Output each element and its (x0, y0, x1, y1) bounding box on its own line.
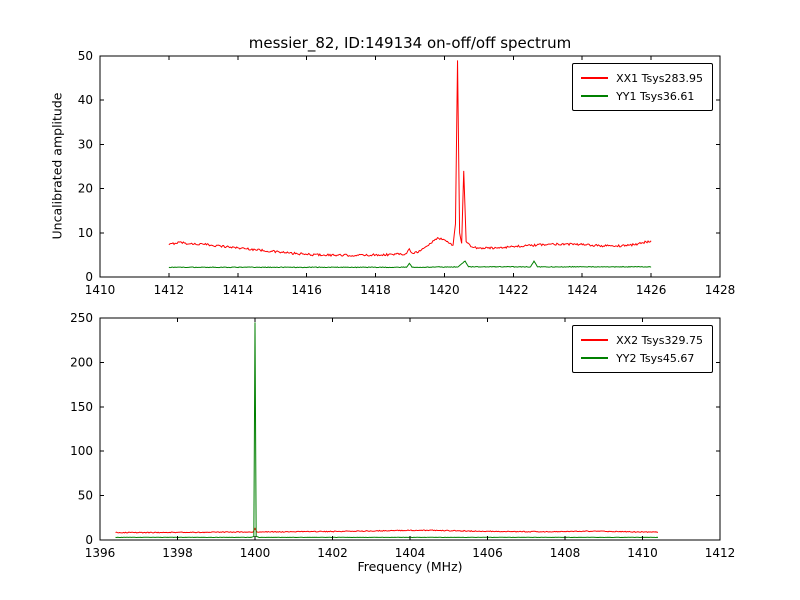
svg-text:1420: 1420 (429, 283, 460, 297)
legend-line-xx2 (581, 339, 609, 341)
legend-line-yy1 (581, 95, 609, 97)
svg-text:50: 50 (78, 489, 93, 503)
svg-text:1396: 1396 (85, 546, 116, 560)
svg-text:150: 150 (70, 400, 93, 414)
legend-entry: XX2 Tsys329.75 (581, 331, 703, 349)
svg-text:10: 10 (78, 226, 93, 240)
svg-text:1402: 1402 (317, 546, 348, 560)
svg-text:1416: 1416 (291, 283, 322, 297)
svg-text:1418: 1418 (360, 283, 391, 297)
svg-text:40: 40 (78, 93, 93, 107)
svg-text:0: 0 (85, 533, 93, 547)
svg-text:1412: 1412 (154, 283, 185, 297)
svg-text:50: 50 (78, 49, 93, 63)
svg-text:1414: 1414 (223, 283, 254, 297)
svg-text:1422: 1422 (498, 283, 529, 297)
svg-text:1404: 1404 (395, 546, 426, 560)
svg-text:1412: 1412 (705, 546, 736, 560)
legend-line-xx1 (581, 77, 609, 79)
legend-entry: YY1 Tsys36.61 (581, 87, 703, 105)
legend-top: XX1 Tsys283.95 YY1 Tsys36.61 (572, 63, 713, 111)
plot-title: messier_82, ID:149134 on-off/off spectru… (248, 34, 572, 52)
svg-text:250: 250 (70, 311, 93, 325)
svg-text:1408: 1408 (550, 546, 581, 560)
svg-text:1398: 1398 (162, 546, 193, 560)
legend-entry: XX1 Tsys283.95 (581, 69, 703, 87)
svg-text:100: 100 (70, 444, 93, 458)
svg-text:200: 200 (70, 355, 93, 369)
legend-label-xx1: XX1 Tsys283.95 (616, 71, 703, 85)
legend-label-yy2: YY2 Tsys45.67 (616, 351, 695, 365)
svg-text:20: 20 (78, 182, 93, 196)
svg-text:1424: 1424 (567, 283, 598, 297)
legend-line-yy2 (581, 357, 609, 359)
svg-text:1410: 1410 (85, 283, 116, 297)
svg-text:30: 30 (78, 137, 93, 151)
svg-text:1406: 1406 (472, 546, 503, 560)
legend-bottom: XX2 Tsys329.75 YY2 Tsys45.67 (572, 325, 713, 373)
svg-text:1426: 1426 (636, 283, 667, 297)
svg-text:1400: 1400 (240, 546, 271, 560)
legend-entry: YY2 Tsys45.67 (581, 349, 703, 367)
x-axis-label: Frequency (MHz) (357, 559, 463, 574)
legend-label-xx2: XX2 Tsys329.75 (616, 333, 703, 347)
svg-text:1410: 1410 (627, 546, 658, 560)
svg-text:0: 0 (85, 270, 93, 284)
svg-text:1428: 1428 (705, 283, 736, 297)
legend-label-yy1: YY1 Tsys36.61 (616, 89, 695, 103)
y-axis-label: Uncalibrated amplitude (49, 92, 65, 240)
